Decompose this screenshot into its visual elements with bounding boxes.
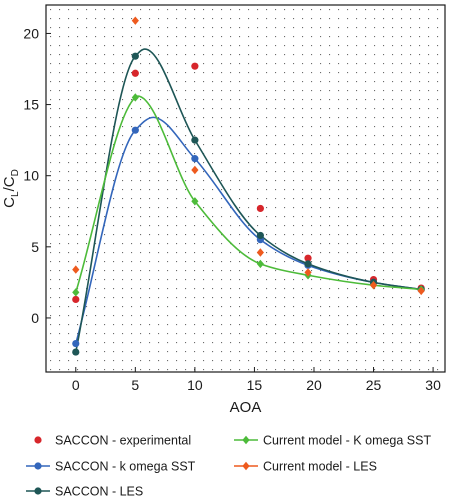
- data-point-saccon-k-omega-sst: [72, 339, 80, 348]
- data-point-current-model-les: [369, 281, 378, 290]
- legend-label-current-model-k-omega-sst: Current model - K omega SST: [263, 434, 431, 448]
- legend-marker-saccon-experimental: [34, 436, 42, 444]
- data-point-current-model-k-omega-sst: [191, 197, 199, 206]
- x-tick-label: 20: [306, 377, 322, 393]
- x-tick-label: 5: [131, 377, 139, 393]
- data-point-current-model-k-omega-sst: [131, 93, 139, 102]
- legend-label-current-model-les: Current model - LES: [263, 460, 377, 474]
- legend-label-saccon-k-omega-sst: SACCON - k omega SST: [55, 460, 196, 474]
- x-tick-label: 30: [425, 377, 441, 393]
- data-point-saccon-les: [191, 136, 199, 144]
- grid-dots: [50, 9, 439, 371]
- data-point-current-model-les: [417, 286, 425, 296]
- data-point-saccon-les: [72, 348, 80, 356]
- data-point-current-model-k-omega-sst: [256, 259, 264, 269]
- data-point-current-model-les: [72, 265, 80, 274]
- y-tick-label: 20: [23, 25, 39, 41]
- data-point-saccon-k-omega-sst: [131, 126, 139, 134]
- grid-dot-pattern: [50, 9, 439, 371]
- y-tick-label: 5: [31, 239, 39, 255]
- data-point-saccon-k-omega-sst: [191, 155, 199, 163]
- x-tick-label: 15: [247, 377, 263, 393]
- y-axis-label-main: C: [1, 197, 18, 208]
- data-point-saccon-experimental: [72, 295, 80, 304]
- y-tick-label: 15: [23, 97, 39, 113]
- x-tick-label: 10: [187, 377, 203, 393]
- series-line-saccon-k-omega-sst: [75, 116, 422, 344]
- series-line-current-model-k-omega-sst: [75, 95, 422, 293]
- y-axis-label-sub-l: L: [10, 191, 21, 197]
- data-point-saccon-experimental: [256, 204, 264, 213]
- y-axis-label: CL/CD: [1, 169, 21, 208]
- legend-marker-saccon-k-omega-sst: [34, 462, 42, 470]
- x-axis-label: AOA: [230, 399, 262, 416]
- legend-marker-saccon-les: [34, 487, 42, 495]
- data-point-current-model-les: [304, 268, 312, 277]
- x-tick-label: 25: [366, 377, 382, 393]
- data-point-current-model-k-omega-sst: [72, 288, 80, 297]
- data-point-saccon-les: [131, 52, 139, 60]
- y-tick-label: 10: [23, 168, 39, 184]
- data-point-current-model-les: [256, 248, 264, 257]
- data-points: [72, 16, 425, 356]
- data-point-current-model-les: [191, 165, 199, 175]
- data-point-saccon-experimental: [304, 254, 312, 262]
- data-point-saccon-experimental: [191, 62, 199, 70]
- plot-frame: [45, 4, 446, 373]
- legend-marker-current-model-k-omega-sst: [242, 435, 250, 445]
- legend-label-saccon-les: SACCON - LES: [55, 485, 143, 499]
- data-point-saccon-les: [304, 260, 312, 268]
- legend-marker-current-model-les: [242, 461, 250, 471]
- data-point-saccon-experimental: [131, 69, 139, 77]
- axis-ticks: 0 5 10 15 20 25 30 0 5 10 15 20: [23, 25, 441, 393]
- y-tick-label: 0: [31, 310, 39, 326]
- y-axis-label-sep: /C: [1, 176, 18, 191]
- data-point-saccon-les: [256, 231, 264, 240]
- x-tick-label: 0: [72, 377, 80, 393]
- data-point-current-model-les: [131, 16, 139, 25]
- y-axis-label-sub-d: D: [10, 169, 21, 176]
- legend: SACCON - experimental SACCON - k omega SS…: [26, 434, 431, 499]
- legend-label-saccon-experimental: SACCON - experimental: [55, 434, 191, 448]
